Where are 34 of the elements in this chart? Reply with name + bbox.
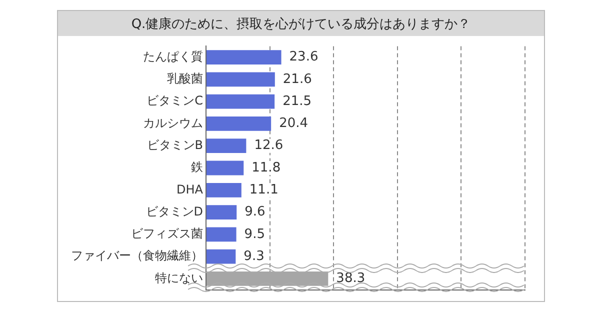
data-label: 9.5 [244, 226, 265, 242]
bar [206, 50, 282, 64]
data-label: 11.8 [252, 160, 281, 176]
chart-title: Q.健康のために、摂取を心がけている成分はありますか？ [58, 11, 544, 36]
data-label: 21.6 [282, 72, 312, 87]
y-tick-label: ビフィズス菌 [131, 226, 203, 241]
data-label: 12.6 [254, 138, 284, 154]
y-tick-label: ビタミンC [146, 94, 203, 108]
y-tick-label: DHA [176, 182, 204, 196]
y-tick-label: たんぱく質 [143, 49, 203, 64]
data-label: 9.3 [244, 248, 264, 264]
y-tick-label: カルシウム [143, 116, 203, 130]
bar [206, 182, 242, 198]
bar [206, 160, 244, 176]
bar [206, 72, 275, 87]
y-tick-label: 鉄 [191, 160, 203, 174]
y-tick-label: ファイバー（食物繊維） [71, 248, 203, 263]
y-tick-label: ビタミンB [146, 138, 203, 152]
bar [206, 94, 275, 109]
data-label: 20.4 [279, 116, 308, 132]
bar [206, 116, 272, 131]
y-tick-label: ビタミンD [146, 204, 203, 218]
y-tick-label: 特にない [155, 270, 203, 285]
data-label: 38.3 [336, 271, 366, 286]
bar [206, 272, 328, 286]
data-label: 21.5 [282, 94, 312, 109]
data-label: 9.6 [244, 204, 266, 220]
bar [206, 138, 246, 154]
bar [206, 227, 236, 242]
bar [206, 249, 236, 264]
data-label: 11.1 [249, 182, 278, 198]
y-tick-label: 乳酸菌 [167, 72, 203, 86]
data-label: 23.6 [289, 50, 318, 65]
bar [206, 205, 237, 220]
